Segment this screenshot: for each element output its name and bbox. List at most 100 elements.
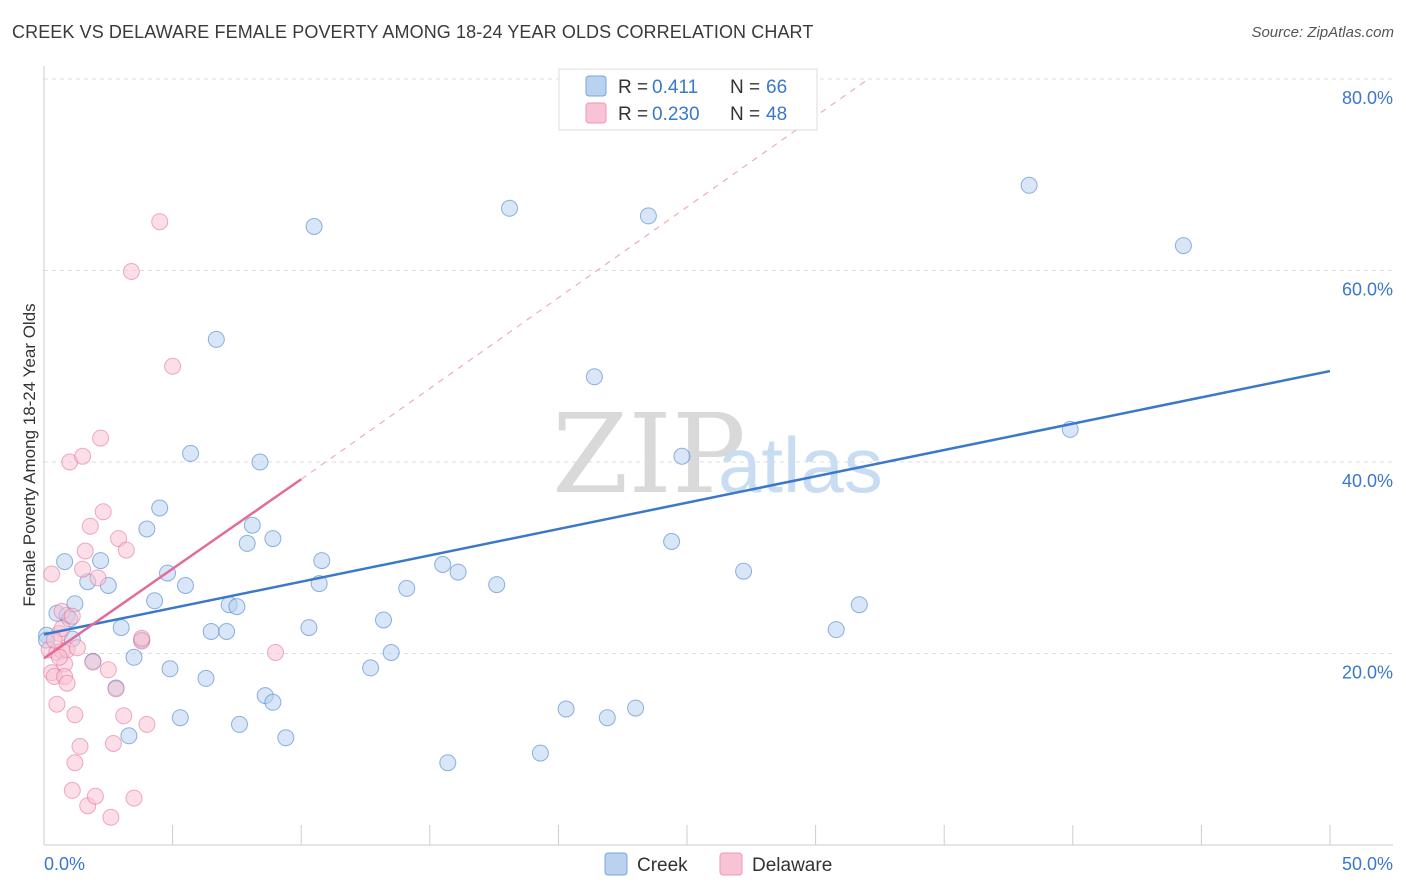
series-legend-label-delaware: Delaware bbox=[752, 855, 832, 876]
legend-r-label-delaware: R = bbox=[618, 104, 648, 125]
point-creek-61 bbox=[850, 596, 868, 614]
point-delaware-27 bbox=[86, 787, 104, 805]
axes: 20.0% 40.0% 60.0% 80.0% bbox=[43, 66, 1393, 846]
point-delaware-45 bbox=[267, 644, 284, 661]
point-creek-54 bbox=[598, 709, 616, 727]
series-legend-label-creek: Creek bbox=[637, 855, 688, 876]
point-creek-57 bbox=[663, 533, 681, 550]
legend-r-value-delaware: 0.230 bbox=[652, 104, 700, 125]
point-delaware-23 bbox=[76, 542, 94, 560]
point-creek-51 bbox=[531, 744, 549, 762]
series-legend: Creek Delaware bbox=[604, 852, 832, 876]
legend-n-label-delaware: N = bbox=[730, 104, 760, 125]
point-delaware-43 bbox=[164, 357, 182, 375]
point-delaware-16 bbox=[63, 781, 81, 799]
point-delaware-26 bbox=[84, 653, 102, 671]
point-creek-33 bbox=[251, 453, 269, 471]
point-delaware-31 bbox=[99, 661, 117, 679]
legend-r-label-creek: R = bbox=[618, 77, 648, 98]
point-creek-21 bbox=[171, 709, 189, 727]
point-creek-9 bbox=[92, 552, 110, 570]
watermark: ZIP atlas bbox=[552, 390, 883, 518]
point-delaware-34 bbox=[107, 680, 125, 698]
legend-n-value-delaware: 48 bbox=[766, 104, 787, 125]
point-creek-64 bbox=[1174, 237, 1192, 255]
point-creek-27 bbox=[218, 623, 236, 640]
point-creek-17 bbox=[146, 592, 164, 610]
point-delaware-28 bbox=[89, 569, 107, 587]
watermark-zip: ZIP bbox=[552, 390, 746, 518]
gridlines bbox=[44, 78, 1393, 654]
point-delaware-30 bbox=[94, 503, 112, 521]
legend-r-value-creek: 0.411 bbox=[652, 77, 698, 98]
point-delaware-37 bbox=[117, 541, 135, 559]
point-creek-22 bbox=[177, 577, 194, 594]
x-tick-label-max: 50.0% bbox=[1342, 854, 1393, 874]
point-creek-20 bbox=[161, 660, 179, 678]
y-axis-title: Female Poverty Among 18-24 Year Olds bbox=[20, 303, 39, 606]
point-creek-53 bbox=[585, 368, 603, 386]
trend-line-delaware bbox=[43, 478, 302, 660]
legend-n-value-creek: 66 bbox=[766, 77, 787, 98]
point-creek-35 bbox=[264, 693, 282, 711]
y-tick-label-60: 60.0% bbox=[1342, 280, 1393, 300]
point-creek-2 bbox=[56, 553, 74, 571]
chart-title: CREEK VS DELAWARE FEMALE POVERTY AMONG 1… bbox=[12, 22, 814, 42]
point-creek-58 bbox=[673, 447, 691, 465]
point-delaware-25 bbox=[81, 517, 99, 535]
point-creek-16 bbox=[138, 520, 156, 538]
point-creek-18 bbox=[151, 499, 169, 517]
point-delaware-5 bbox=[48, 695, 66, 713]
point-creek-48 bbox=[449, 563, 467, 581]
point-delaware-42 bbox=[151, 213, 169, 231]
point-creek-26 bbox=[207, 330, 225, 348]
point-creek-39 bbox=[305, 218, 323, 235]
point-delaware-40 bbox=[133, 629, 151, 647]
point-creek-24 bbox=[197, 669, 215, 687]
legend-swatch-creek bbox=[585, 75, 607, 97]
legend-swatch-delaware bbox=[585, 102, 607, 124]
point-creek-52 bbox=[557, 700, 575, 718]
point-creek-56 bbox=[639, 207, 657, 225]
point-creek-37 bbox=[277, 729, 295, 747]
point-creek-45 bbox=[398, 579, 416, 597]
legend-n-label-creek: N = bbox=[730, 77, 760, 98]
point-delaware-21 bbox=[74, 447, 92, 465]
point-creek-42 bbox=[362, 659, 380, 677]
point-delaware-47 bbox=[50, 648, 68, 666]
series-legend-swatch-creek bbox=[604, 852, 628, 876]
point-delaware-36 bbox=[115, 707, 133, 725]
trend-line-creek bbox=[43, 369, 1331, 636]
point-creek-25 bbox=[202, 623, 220, 640]
source-credit: Source: ZipAtlas.com bbox=[1251, 24, 1394, 41]
trend-lines bbox=[43, 79, 1331, 660]
point-creek-46 bbox=[434, 556, 452, 573]
point-creek-32 bbox=[243, 516, 261, 534]
point-creek-47 bbox=[439, 754, 457, 772]
point-delaware-20 bbox=[71, 737, 89, 755]
point-creek-50 bbox=[501, 199, 518, 217]
point-creek-29 bbox=[228, 598, 246, 616]
point-delaware-15 bbox=[63, 607, 81, 625]
point-creek-49 bbox=[488, 576, 506, 594]
point-creek-14 bbox=[125, 648, 143, 666]
point-creek-43 bbox=[375, 611, 392, 629]
series-legend-swatch-delaware bbox=[719, 852, 743, 876]
y-tick-label-20: 20.0% bbox=[1342, 663, 1393, 683]
point-delaware-17 bbox=[66, 706, 84, 724]
point-creek-44 bbox=[382, 644, 400, 661]
point-delaware-33 bbox=[104, 735, 122, 752]
point-delaware-44 bbox=[122, 263, 140, 280]
point-delaware-22 bbox=[74, 560, 92, 578]
point-delaware-41 bbox=[138, 715, 156, 733]
point-creek-13 bbox=[120, 727, 138, 745]
point-creek-31 bbox=[238, 534, 256, 552]
point-delaware-18 bbox=[66, 754, 84, 772]
point-creek-59 bbox=[735, 562, 753, 580]
y-tick-label-80: 80.0% bbox=[1342, 88, 1393, 108]
stats-legend: R = 0.411 N = 66 R = 0.230 N = 48 bbox=[558, 68, 818, 131]
point-creek-41 bbox=[313, 552, 331, 570]
watermark-atlas: atlas bbox=[718, 421, 883, 509]
point-creek-30 bbox=[231, 715, 248, 733]
point-delaware-38 bbox=[125, 789, 143, 807]
